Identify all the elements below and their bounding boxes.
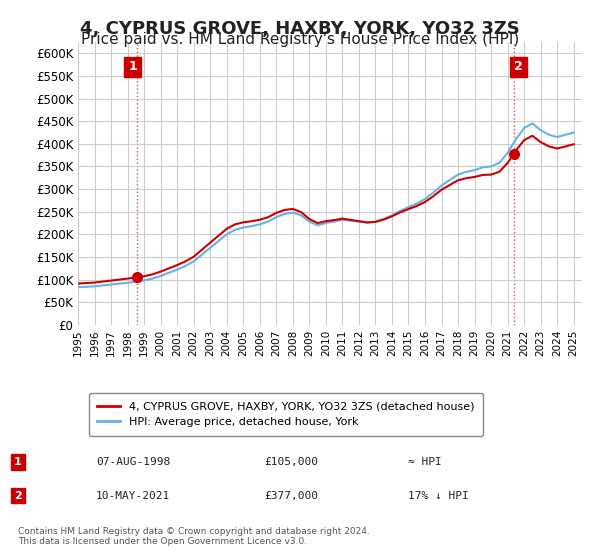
Text: £377,000: £377,000: [264, 491, 318, 501]
Text: 17% ↓ HPI: 17% ↓ HPI: [408, 491, 469, 501]
Text: 4, CYPRUS GROVE, HAXBY, YORK, YO32 3ZS: 4, CYPRUS GROVE, HAXBY, YORK, YO32 3ZS: [80, 20, 520, 38]
Text: 2: 2: [14, 491, 22, 501]
Text: Price paid vs. HM Land Registry's House Price Index (HPI): Price paid vs. HM Land Registry's House …: [81, 32, 519, 48]
Text: 10-MAY-2021: 10-MAY-2021: [96, 491, 170, 501]
Legend: 4, CYPRUS GROVE, HAXBY, YORK, YO32 3ZS (detached house), HPI: Average price, det: 4, CYPRUS GROVE, HAXBY, YORK, YO32 3ZS (…: [89, 393, 483, 436]
Text: Contains HM Land Registry data © Crown copyright and database right 2024.
This d: Contains HM Land Registry data © Crown c…: [18, 526, 370, 546]
Text: ≈ HPI: ≈ HPI: [408, 457, 442, 467]
Text: 07-AUG-1998: 07-AUG-1998: [96, 457, 170, 467]
Text: 2: 2: [514, 60, 523, 73]
Text: 1: 1: [128, 60, 137, 73]
Text: 1: 1: [14, 457, 22, 467]
Text: £105,000: £105,000: [264, 457, 318, 467]
